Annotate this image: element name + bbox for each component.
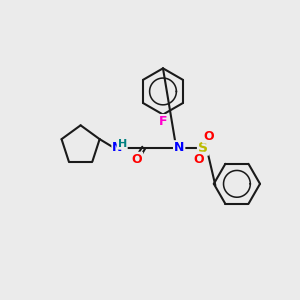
Text: O: O [193,153,204,166]
Text: N: N [112,141,123,154]
Text: O: O [203,130,214,142]
Text: H: H [118,139,127,149]
Text: F: F [159,115,167,128]
Text: N: N [174,141,184,154]
Text: S: S [198,141,208,155]
Text: O: O [131,153,142,166]
